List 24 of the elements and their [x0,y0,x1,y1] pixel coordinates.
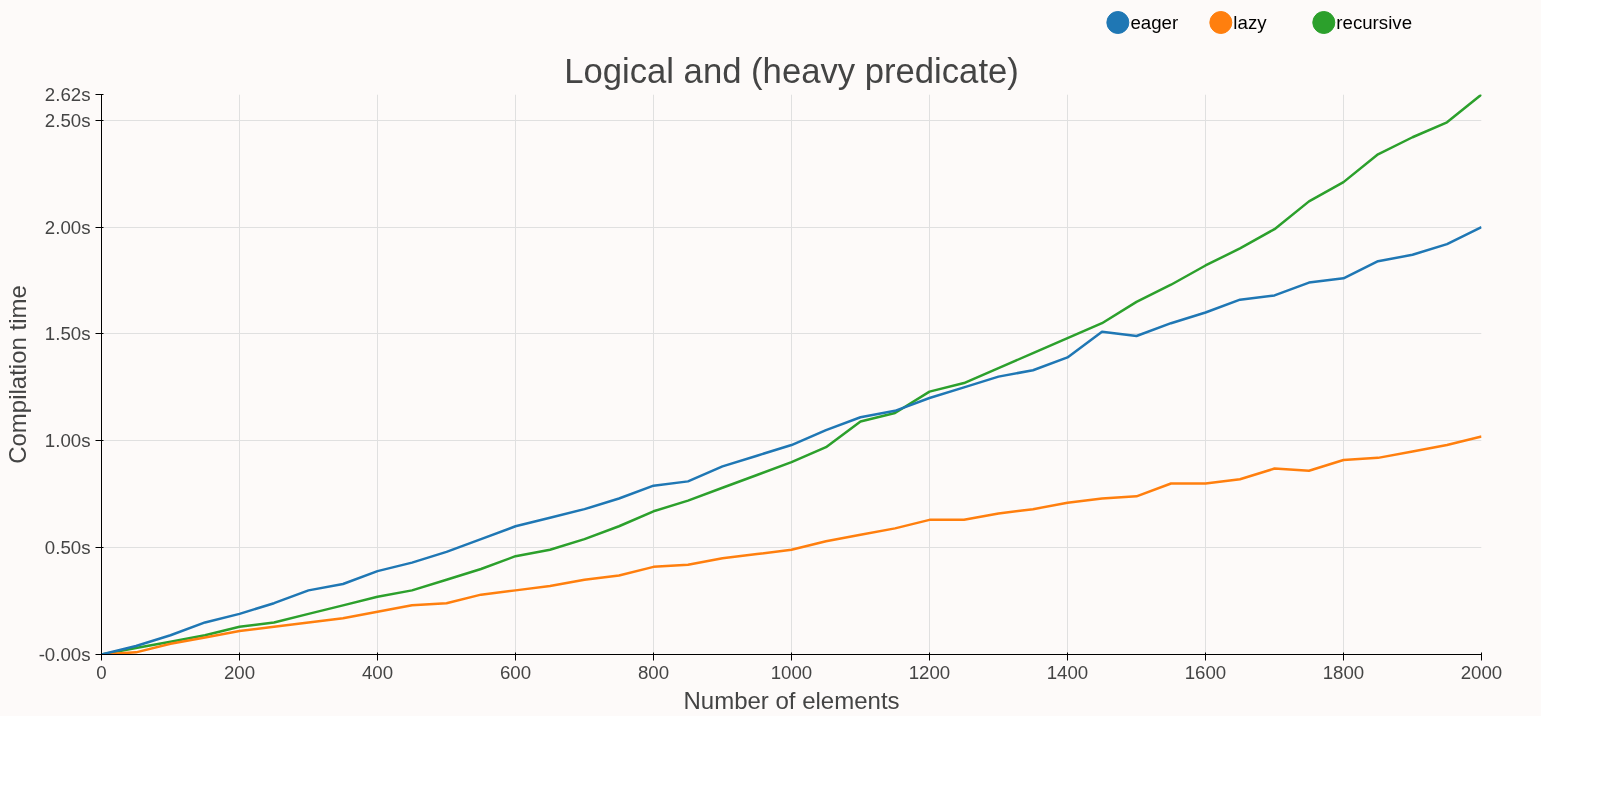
y-tick-label: -0.00s [38,644,91,665]
x-tick-label: 1800 [1322,661,1365,683]
y-tick-label: 0.50s [44,537,91,559]
chart-title: Logical and (heavy predicate) [564,51,1019,90]
y-axis-title: Compilation time [3,285,31,464]
x-tick-label: 600 [499,661,532,683]
x-tick-label: 1000 [770,661,813,683]
x-tick-label: 1200 [908,661,951,683]
legend-label: lazy [1233,12,1268,33]
legend-label: recursive [1336,12,1413,33]
x-tick-label: 1400 [1046,661,1089,683]
x-axis-title: Number of elements [683,686,900,714]
y-tick-label: 2.50s [44,109,91,131]
y-tick-label: 2.62s [44,84,91,105]
x-tick-label: 2000 [1460,661,1503,683]
legend-label: eager [1130,12,1179,33]
x-tick-label: 800 [637,661,670,683]
x-tick-label: 200 [223,661,256,683]
x-tick-label: 1600 [1184,661,1227,683]
x-tick-label: 400 [361,661,394,683]
y-tick-label: 2.00s [44,216,91,238]
y-tick-label: 1.50s [44,323,91,345]
y-tick-label: 1.00s [44,430,91,452]
x-tick-label: 0 [96,661,107,683]
